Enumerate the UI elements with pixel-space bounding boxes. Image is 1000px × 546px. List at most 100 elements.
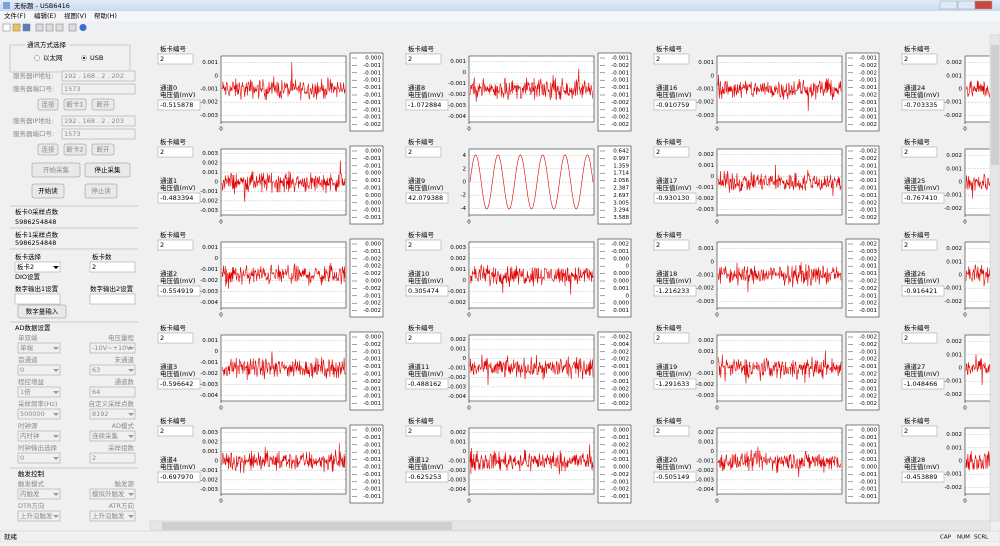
text-field[interactable] <box>61 70 136 82</box>
card-field[interactable] <box>405 425 442 437</box>
voltage-label: 电压值(mV) <box>656 90 691 99</box>
text-field[interactable] <box>89 452 136 464</box>
button[interactable] <box>37 98 59 111</box>
window-button[interactable] <box>957 0 976 10</box>
text-field[interactable] <box>89 293 136 305</box>
button[interactable] <box>37 143 59 156</box>
voltage-field[interactable] <box>901 285 945 297</box>
text-field[interactable] <box>61 83 136 95</box>
combo-box[interactable] <box>17 386 61 398</box>
voltage-field[interactable] <box>405 285 449 297</box>
voltage-field[interactable] <box>405 378 449 390</box>
combo-box[interactable] <box>17 430 61 442</box>
text-field[interactable] <box>89 386 136 398</box>
card-field[interactable] <box>405 53 442 65</box>
voltage-field[interactable] <box>405 471 449 483</box>
voltage-field[interactable] <box>901 192 945 204</box>
text-field[interactable] <box>89 261 136 273</box>
voltage-field[interactable] <box>157 378 201 390</box>
menu-item[interactable]: 文件(F) <box>4 11 26 20</box>
scroll-thumb[interactable] <box>162 522 452 530</box>
voltage-field[interactable] <box>405 192 449 204</box>
card-value: 2 <box>408 148 412 156</box>
voltage-field[interactable] <box>653 99 697 111</box>
combo-box[interactable] <box>17 408 61 420</box>
button[interactable] <box>31 162 81 178</box>
y-tick-label: 0 <box>959 273 963 279</box>
card-field[interactable] <box>901 239 938 251</box>
menu-item[interactable]: 帮助(H) <box>94 11 117 20</box>
card-field[interactable] <box>157 332 194 344</box>
tool-copy[interactable] <box>45 23 54 32</box>
combo-box[interactable] <box>89 488 136 500</box>
scroll-thumb[interactable] <box>991 45 999 165</box>
combo-box[interactable] <box>17 510 61 522</box>
voltage-field[interactable] <box>157 99 201 111</box>
voltage-field[interactable] <box>157 285 201 297</box>
tool-cut[interactable] <box>35 23 44 32</box>
card-field[interactable] <box>653 425 690 437</box>
card-field[interactable] <box>157 425 194 437</box>
window-button[interactable] <box>974 0 993 10</box>
voltage-field[interactable] <box>653 285 697 297</box>
card-field[interactable] <box>157 239 194 251</box>
tool-save[interactable] <box>22 23 31 32</box>
card-field[interactable] <box>405 146 442 158</box>
text-field[interactable] <box>61 115 136 127</box>
text-field[interactable] <box>14 293 61 305</box>
card-field[interactable] <box>653 146 690 158</box>
button[interactable] <box>84 183 118 199</box>
voltage-field[interactable] <box>901 378 945 390</box>
combo-box[interactable] <box>89 430 136 442</box>
combo-box[interactable] <box>17 452 61 464</box>
vertical-scrollbar[interactable] <box>989 34 1000 522</box>
voltage-field[interactable] <box>157 192 201 204</box>
voltage-field[interactable] <box>157 471 201 483</box>
combo-box[interactable] <box>17 364 61 376</box>
card-field[interactable] <box>157 146 194 158</box>
menu-item[interactable]: 视图(V) <box>64 11 87 20</box>
card-field[interactable] <box>157 53 194 65</box>
card-field[interactable] <box>901 425 938 437</box>
combo-box[interactable] <box>89 364 136 376</box>
combo-box[interactable] <box>89 510 136 522</box>
card-field[interactable] <box>653 332 690 344</box>
combo-box[interactable] <box>17 488 61 500</box>
text-field[interactable] <box>61 128 136 140</box>
combo-box[interactable] <box>89 342 136 354</box>
y-tick-label: -0.003 <box>696 299 714 305</box>
button[interactable] <box>91 143 115 156</box>
button[interactable] <box>91 98 115 111</box>
voltage-field[interactable] <box>653 192 697 204</box>
tool-help[interactable] <box>79 24 87 31</box>
menu-item[interactable]: 编辑(E) <box>34 11 56 20</box>
card-field[interactable] <box>901 53 938 65</box>
button[interactable] <box>63 143 87 156</box>
tool-print[interactable] <box>68 23 77 32</box>
card-field[interactable] <box>901 332 938 344</box>
voltage-field[interactable] <box>901 471 945 483</box>
button[interactable] <box>31 183 65 199</box>
tool-open[interactable] <box>12 23 21 32</box>
voltage-field[interactable] <box>901 99 945 111</box>
card-field[interactable] <box>653 239 690 251</box>
legend-entry: 1.714 <box>613 171 629 177</box>
voltage-field[interactable] <box>653 471 697 483</box>
combo-box[interactable] <box>14 261 61 273</box>
radio-button[interactable] <box>34 55 40 61</box>
combo-box[interactable] <box>89 408 136 420</box>
card-field[interactable] <box>901 146 938 158</box>
card-field[interactable] <box>405 239 442 251</box>
window-button[interactable] <box>939 0 958 10</box>
voltage-field[interactable] <box>405 99 449 111</box>
button[interactable] <box>63 98 87 111</box>
tool-paste[interactable] <box>55 23 64 32</box>
voltage-field[interactable] <box>653 378 697 390</box>
card-field[interactable] <box>653 53 690 65</box>
button[interactable] <box>17 304 67 319</box>
button[interactable] <box>84 162 131 178</box>
tool-new[interactable] <box>2 23 11 32</box>
channel-panel: 板卡编号2通道2电压值(mV)-0.5549190.0010-0.001-0.0… <box>157 230 384 319</box>
combo-box[interactable] <box>17 342 61 354</box>
card-field[interactable] <box>405 332 442 344</box>
